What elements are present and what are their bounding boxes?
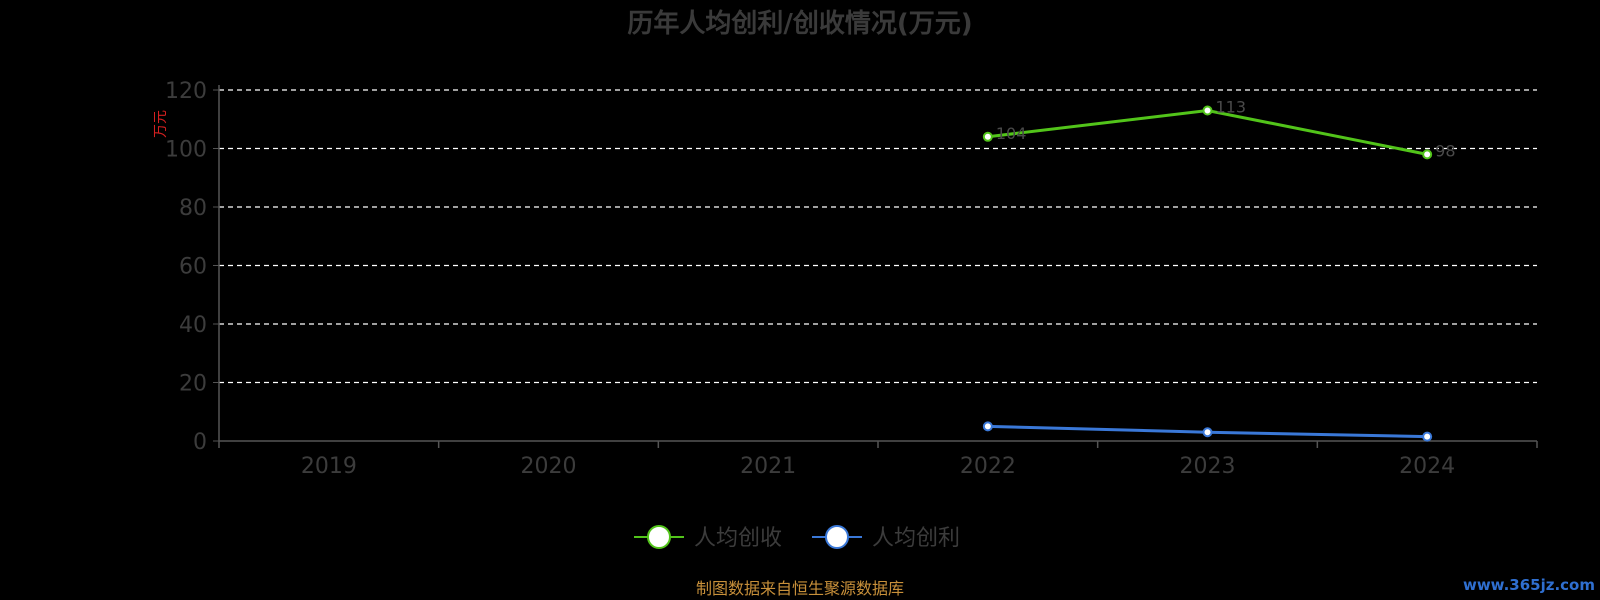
data-point-1 xyxy=(1202,427,1213,438)
x-tick-label: 2021 xyxy=(740,454,796,479)
data-point-0 xyxy=(1202,105,1213,116)
y-tick-label: 0 xyxy=(193,430,207,455)
y-tick-label: 40 xyxy=(179,313,207,338)
legend[interactable]: 人均创收 人均创利 xyxy=(634,525,960,551)
series-line-0 xyxy=(987,108,1428,156)
legend-label-1: 人均创利 xyxy=(872,526,960,551)
data-point-1 xyxy=(982,421,993,432)
legend-label-0: 人均创收 xyxy=(694,526,782,551)
x-tick-label: 2019 xyxy=(301,454,357,479)
x-tick-label: 2022 xyxy=(960,454,1016,479)
watermark: www.365jz.com xyxy=(1463,576,1595,594)
data-point-0 xyxy=(1422,149,1433,160)
y-tick-label: 20 xyxy=(179,372,207,397)
series-layer: 104 113 98 xyxy=(982,97,1456,442)
data-point-1 xyxy=(1422,431,1433,442)
x-tick-label: 2024 xyxy=(1399,454,1455,479)
y-tick-labels: 0 20 40 60 80 100 120 xyxy=(165,79,219,455)
y-axis-unit: 万元 xyxy=(153,110,169,138)
data-label: 98 xyxy=(1435,141,1455,160)
x-tick-labels: 2019 2020 2021 2022 2023 2024 xyxy=(218,441,1538,479)
data-label: 104 xyxy=(996,124,1027,143)
y-tick-label: 80 xyxy=(179,196,207,221)
y-tick-label: 100 xyxy=(165,138,207,163)
y-tick-label: 120 xyxy=(165,79,207,104)
axes xyxy=(218,85,1537,442)
legend-marker-0 xyxy=(647,525,671,549)
chart-title: 历年人均创利/创收情况(万元) xyxy=(627,8,972,39)
data-point-0 xyxy=(982,131,993,142)
source-note: 制图数据来自恒生聚源数据库 xyxy=(696,579,904,598)
y-tick-label: 60 xyxy=(179,255,207,280)
x-tick-label: 2023 xyxy=(1180,454,1236,479)
legend-marker-1 xyxy=(825,525,849,549)
grid-lines xyxy=(219,89,1537,384)
data-label: 113 xyxy=(1216,97,1247,116)
x-tick-label: 2020 xyxy=(521,454,577,479)
